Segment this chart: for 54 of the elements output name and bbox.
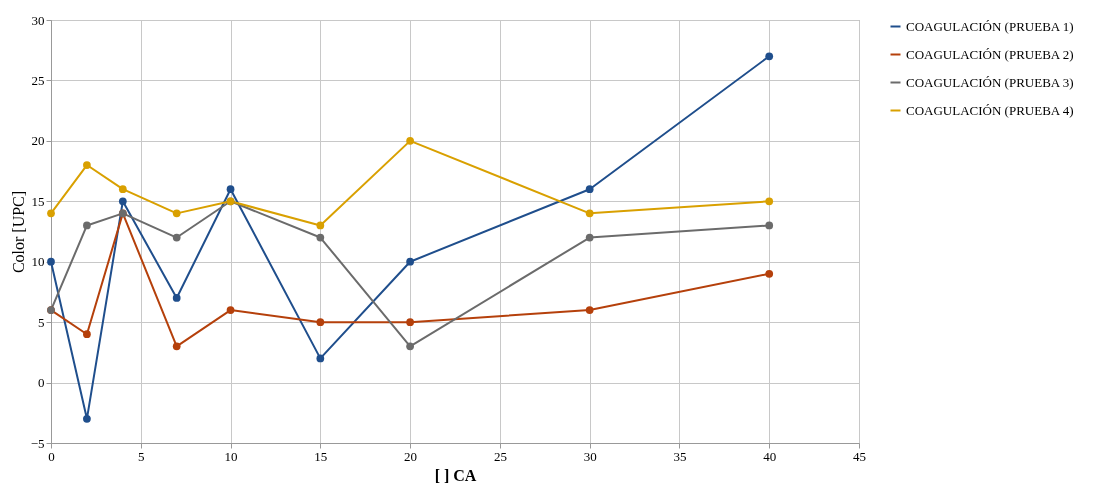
point (765, 52, 774, 61)
point (316, 233, 325, 242)
point (226, 306, 235, 314)
point (226, 185, 235, 194)
x-tick-label: 15 (314, 448, 328, 464)
point (47, 257, 55, 266)
point (118, 197, 127, 206)
point (585, 233, 594, 242)
y-tick-label: 25 (31, 72, 45, 88)
point (765, 197, 774, 206)
point (172, 209, 181, 218)
x-tick-label: 10 (224, 448, 238, 464)
y-tick-label: 20 (31, 133, 45, 149)
point (316, 354, 325, 363)
x-tick-label: 30 (583, 448, 597, 464)
x-tick-label: 40 (763, 448, 777, 464)
y-tick-label: −5 (30, 435, 45, 451)
point (83, 330, 91, 339)
y-tick-label: 15 (31, 193, 45, 209)
point (118, 185, 127, 194)
y-tick-label: 10 (31, 254, 45, 270)
x-tick-label: 5 (138, 448, 145, 464)
point (83, 161, 91, 169)
x-axis-title: [ ] CA (434, 466, 477, 484)
y-tick-label: 5 (38, 314, 45, 330)
x-tick-label: 25 (493, 448, 507, 464)
point (83, 414, 91, 423)
point (765, 269, 774, 278)
legend-label: COAGULACIÓN (PRUEBA 3) (906, 74, 1074, 90)
x-tick-label: 35 (673, 448, 687, 464)
point (172, 342, 181, 351)
point (83, 221, 91, 230)
point (316, 318, 325, 327)
point (585, 209, 594, 218)
y-axis-title: Color [UPC] (9, 190, 27, 274)
point (406, 257, 414, 266)
x-tick-label: 0 (48, 448, 55, 464)
y-tick-label: 0 (38, 375, 45, 391)
point (172, 294, 181, 302)
point (406, 136, 414, 145)
x-tick-label: 45 (853, 448, 866, 464)
point (585, 306, 594, 314)
legend-label: COAGULACIÓN (PRUEBA 2) (906, 46, 1074, 62)
point (585, 185, 594, 194)
point (765, 221, 774, 230)
x-tick-label: 20 (404, 448, 418, 464)
point (406, 318, 414, 327)
legend-label: COAGULACIÓN (PRUEBA 4) (906, 102, 1074, 118)
legend-label: COAGULACIÓN (PRUEBA 1) (906, 18, 1074, 34)
y-tick-label: 30 (31, 12, 45, 28)
point (172, 233, 181, 242)
point (406, 342, 414, 351)
point (47, 209, 55, 218)
point (316, 221, 325, 230)
